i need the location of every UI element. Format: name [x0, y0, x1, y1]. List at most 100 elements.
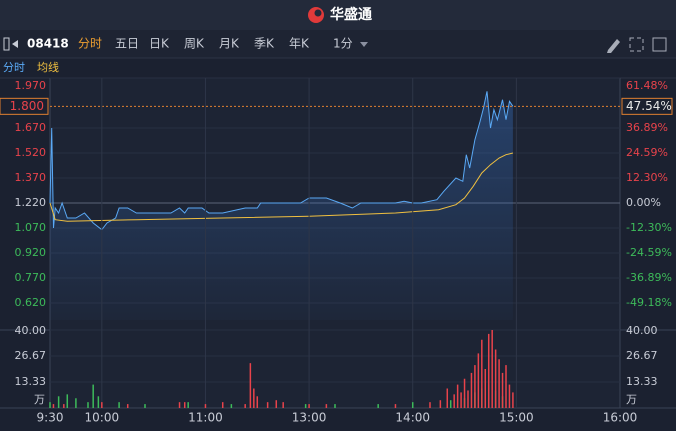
- volume-bar: [63, 404, 65, 408]
- last-change-box: [621, 97, 673, 115]
- volume-bar: [325, 404, 328, 408]
- volume-bar: [304, 404, 307, 408]
- volume-bar: [118, 402, 120, 408]
- unit-label: 万: [626, 393, 637, 406]
- volume-bar: [463, 378, 466, 408]
- volume-bar: [481, 339, 483, 408]
- volume-bar: [101, 402, 103, 408]
- price-area: [50, 91, 513, 320]
- dropdown-arrow[interactable]: [360, 42, 368, 47]
- volume-bar: [253, 388, 255, 408]
- volume-bar: [453, 394, 455, 408]
- y-tick-label: 1.370: [15, 171, 47, 184]
- volume-bar: [87, 402, 89, 408]
- y2-tick-label: 61.48%: [626, 79, 668, 92]
- y-tick-label: 1.520: [15, 146, 47, 159]
- volume-bar: [249, 363, 252, 408]
- tab[interactable]: 1分: [333, 37, 353, 51]
- volume-bar: [512, 392, 514, 408]
- volume-bar: [474, 365, 476, 408]
- x-tick-label: 14:00: [395, 411, 430, 425]
- x-tick-label: 10:00: [85, 411, 120, 425]
- y2-tick-label: 0.00%: [626, 196, 661, 209]
- draw-icon[interactable]: [607, 39, 620, 53]
- y2-tick-label: -36.89%: [626, 271, 672, 284]
- y2-tick-label: -12.30%: [626, 221, 672, 234]
- volume-bar: [494, 349, 497, 408]
- volume-bar: [456, 384, 459, 408]
- volume-bar: [266, 402, 269, 408]
- unit-label: 万: [34, 393, 45, 406]
- stock-code: 08418: [27, 37, 69, 51]
- toolbar: [0, 30, 676, 58]
- tab[interactable]: 年K: [289, 37, 310, 51]
- volume-bar: [49, 402, 51, 408]
- expand-icon[interactable]: [629, 37, 644, 52]
- collapse-arrow[interactable]: [12, 40, 18, 48]
- y-tick-label: 0.920: [15, 246, 47, 259]
- volume-bar: [334, 404, 336, 408]
- last-change-label: 47.54%: [626, 99, 672, 113]
- y-tick-label: 1.670: [15, 121, 47, 134]
- volume-bar: [508, 384, 511, 408]
- x-tick-label: 13:00: [292, 411, 327, 425]
- collapse-icon[interactable]: [3, 37, 10, 51]
- x-tick-label: 9:30: [37, 411, 64, 425]
- y-tick-label: 1.970: [15, 79, 47, 92]
- tab[interactable]: 日K: [149, 37, 170, 51]
- volume-bar: [377, 404, 379, 408]
- volume-bar: [75, 398, 77, 408]
- tab[interactable]: 周K: [184, 37, 205, 51]
- volume-bar: [183, 402, 186, 408]
- volume-bar: [204, 404, 207, 408]
- y-tick-label: 1.070: [15, 221, 47, 234]
- y-tick-label: 40.00: [15, 324, 47, 337]
- volume-bar: [487, 333, 490, 408]
- y2-tick-label: 26.67: [626, 349, 658, 362]
- volume-bar: [221, 402, 224, 408]
- volume-bar: [477, 353, 480, 408]
- volume-bar: [470, 372, 473, 408]
- volume-bar: [256, 396, 259, 408]
- volume-bar: [467, 390, 469, 408]
- x-tick-label: 16:00: [603, 411, 638, 425]
- volume-bar: [66, 394, 69, 408]
- volume-bar: [439, 400, 442, 408]
- header-bar: [0, 0, 676, 30]
- volume-bar: [178, 402, 181, 408]
- tab[interactable]: 五日: [115, 37, 139, 51]
- volume-bar: [491, 330, 493, 408]
- y2-tick-label: -49.18%: [626, 296, 672, 309]
- tab[interactable]: 分时: [78, 37, 102, 51]
- volume-bar: [230, 404, 233, 408]
- volume-bar: [52, 404, 55, 408]
- volume-bar: [187, 402, 189, 408]
- y2-tick-label: -24.59%: [626, 246, 672, 259]
- y2-tick-label: 13.33: [626, 375, 658, 388]
- volume-bar: [501, 372, 504, 408]
- volume-bar: [460, 392, 462, 408]
- volume-bar: [498, 359, 500, 408]
- last-price-box: [0, 97, 49, 115]
- volume-bar: [126, 404, 129, 408]
- volume-bar: [429, 402, 431, 408]
- y2-tick-label: 40.00: [626, 324, 658, 337]
- tab[interactable]: 月K: [219, 37, 240, 51]
- volume-bar: [446, 388, 449, 408]
- y2-tick-label: 12.30%: [626, 171, 668, 184]
- volume-bar: [505, 365, 507, 408]
- volume-bar: [244, 404, 246, 408]
- legend-item: 均线: [37, 60, 59, 74]
- volume-bar: [394, 404, 397, 408]
- volume-bar: [484, 369, 487, 408]
- last-price-label: 1.800: [10, 99, 44, 113]
- y-tick-label: 13.33: [15, 375, 47, 388]
- settings-icon[interactable]: [652, 37, 667, 52]
- tab[interactable]: 季K: [254, 37, 275, 51]
- series-line: [49, 91, 514, 231]
- volume-bar: [57, 396, 60, 408]
- y2-tick-label: 24.59%: [626, 146, 668, 159]
- y2-tick-label: 36.89%: [626, 121, 668, 134]
